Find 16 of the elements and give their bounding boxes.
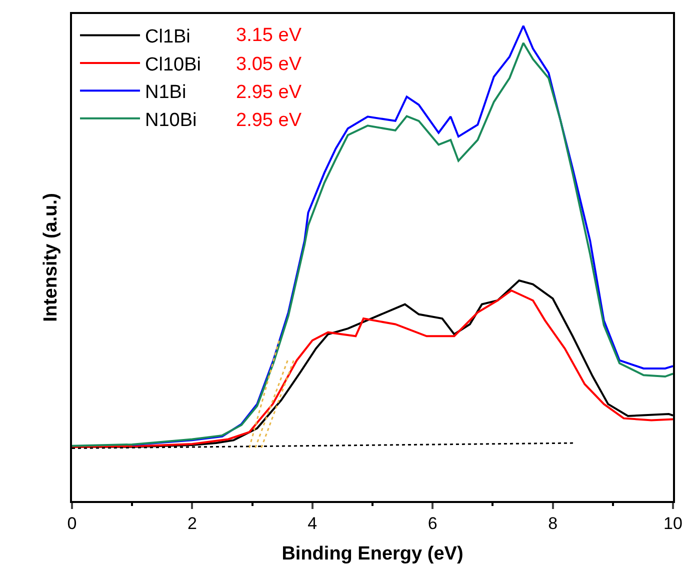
x-axis-title: Binding Energy (eV) <box>282 543 464 564</box>
annotation: 3.05 eV <box>236 54 302 75</box>
x-tick-label: 4 <box>308 514 318 534</box>
x-tick-label: 10 <box>664 514 682 534</box>
legend-label: Cl1Bi <box>145 26 190 48</box>
annotation: 3.15 eV <box>236 25 302 46</box>
annotation: 2.95 eV <box>236 82 302 103</box>
x-tick-label: 6 <box>428 514 438 534</box>
legend-label: N10Bi <box>145 110 197 131</box>
annotation: 2.95 eV <box>236 110 302 131</box>
legend-label: Cl10Bi <box>145 54 201 76</box>
x-tick-label: 0 <box>67 514 77 534</box>
legend-label: N1Bi <box>145 82 186 104</box>
y-axis-title: Intensity (a.u.) <box>40 193 62 322</box>
x-tick-label: 8 <box>548 514 558 534</box>
x-tick-label: 2 <box>187 514 197 534</box>
